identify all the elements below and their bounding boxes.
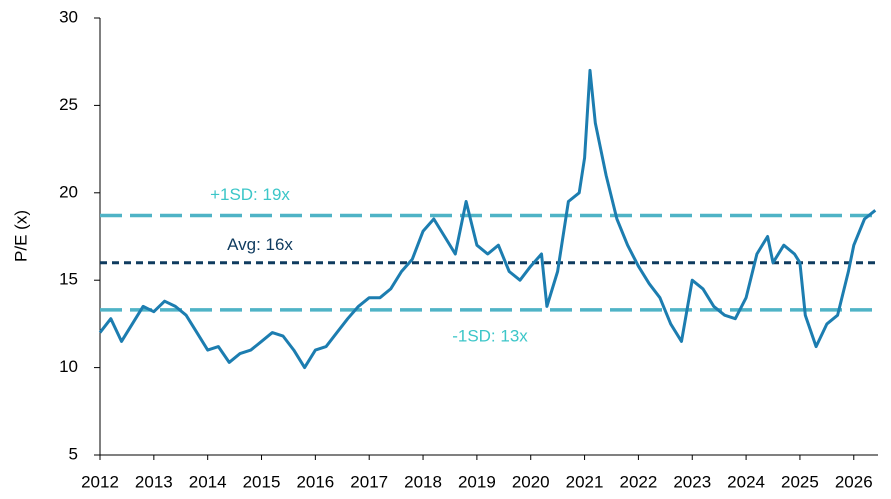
x-tick-label: 2024 (727, 472, 765, 491)
x-tick-label: 2020 (512, 472, 550, 491)
y-tick-label: 15 (59, 270, 78, 289)
x-tick-label: 2022 (619, 472, 657, 491)
x-tick-label: 2026 (835, 472, 873, 491)
y-tick-label: 25 (59, 95, 78, 114)
x-tick-label: 2014 (189, 472, 227, 491)
reference-label: Avg: 16x (227, 235, 293, 254)
x-tick-label: 2021 (566, 472, 604, 491)
y-tick-label: 30 (59, 7, 78, 26)
y-tick-label: 5 (69, 444, 78, 463)
y-tick-label: 10 (59, 357, 78, 376)
x-tick-label: 2018 (404, 472, 442, 491)
y-axis-label: P/E (x) (11, 210, 30, 262)
reference-label: +1SD: 19x (210, 185, 290, 204)
line-series (98, 68, 877, 370)
x-tick-label: 2019 (458, 472, 496, 491)
x-tick-label: 2016 (296, 472, 334, 491)
x-tick-label: 2013 (135, 472, 173, 491)
y-tick-label: 20 (59, 182, 78, 201)
x-tick-label: 2012 (81, 472, 119, 491)
x-tick-label: 2023 (673, 472, 711, 491)
x-tick-label: 2025 (781, 472, 819, 491)
x-tick-label: 2017 (350, 472, 388, 491)
x-tick-label: 2015 (243, 472, 281, 491)
reference-label: -1SD: 13x (452, 326, 528, 345)
